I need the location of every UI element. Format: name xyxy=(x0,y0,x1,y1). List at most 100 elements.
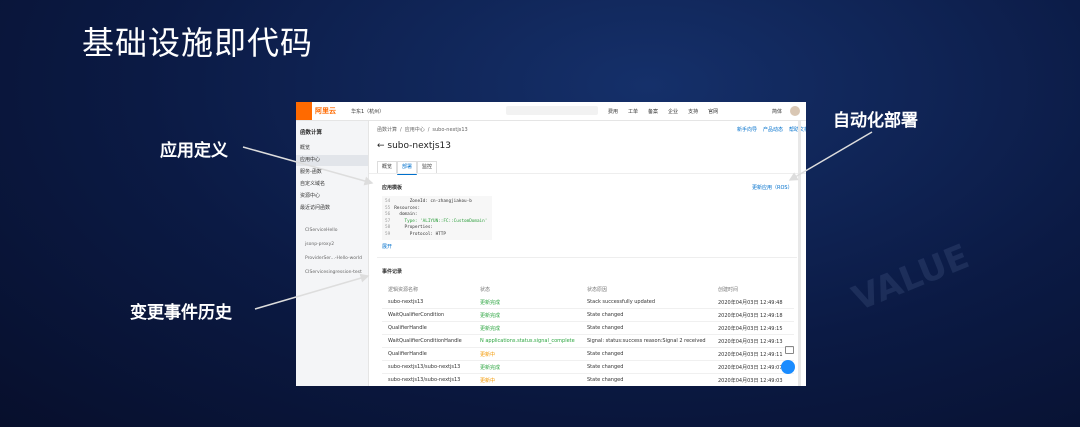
cell-time: 2020年04月03日 12:49:03 xyxy=(718,378,783,384)
main: 函数计算/应用中心/subo-nextjs13 新手向导产品动态帮助文档 ← s… xyxy=(369,121,806,386)
cell-reason: Stack successfully updated xyxy=(587,299,656,305)
help-link[interactable]: 产品动态 xyxy=(763,127,784,133)
slide-title: 基础设施即代码 xyxy=(82,24,314,62)
row-divider xyxy=(382,334,794,335)
avatar[interactable] xyxy=(790,106,800,116)
menu-button[interactable] xyxy=(296,102,312,120)
sidebar-item[interactable]: 自定义域名 xyxy=(300,181,326,187)
cell-resource: subo-nextjs13/subo-nextjs13 xyxy=(388,377,461,383)
cell-resource: WaitQualifierConditionHandle xyxy=(388,338,462,344)
line-number: 56 xyxy=(385,212,391,217)
row-divider xyxy=(382,321,794,322)
code-block: 54 ZoneId: cn-zhangjiakou-b 55 Resources: 5… xyxy=(382,196,492,240)
cell-resource: subo-nextjs13 xyxy=(388,299,424,305)
cell-time: 2020年04月03日 12:49:13 xyxy=(718,339,783,345)
column-header: 创建时间 xyxy=(718,287,739,293)
recent-function[interactable]: ProviderSer...-Hello-world xyxy=(305,256,363,261)
callout: 变更事件历史 xyxy=(130,303,232,323)
cell-reason: State changed xyxy=(587,377,624,383)
column-header: 状态 xyxy=(480,287,491,293)
nav-link[interactable]: 支持 xyxy=(688,109,699,115)
nav-link[interactable]: 工单 xyxy=(628,109,639,115)
expand-link[interactable]: 展开 xyxy=(382,244,393,250)
code-text: Protocol: HTTP xyxy=(394,231,446,237)
code-text: Type: 'ALIYUN::FC::CustomDomain' xyxy=(394,218,488,224)
arrow xyxy=(788,131,873,181)
page-title-text: subo-nextjs13 xyxy=(387,141,452,151)
cell-reason: State changed xyxy=(587,351,624,357)
cell-resource: subo-nextjs13/subo-nextjs13 xyxy=(388,364,461,370)
cell-reason: State changed xyxy=(587,364,624,370)
tab[interactable]: 部署 xyxy=(397,161,417,175)
cell-time: 2020年04月03日 12:49:07 xyxy=(718,365,783,371)
help-link[interactable]: 新手向导 xyxy=(737,127,758,133)
code-text: Resources: xyxy=(394,205,421,211)
nav-links: 费用 工单 备案 企业 支持 官网 xyxy=(608,108,728,115)
sidebar: 函数计算 概览应用中心服务-函数自定义域名资源中心最近访问函数 CIService… xyxy=(296,121,369,386)
help-links: 新手向导产品动态帮助文档 xyxy=(731,126,806,133)
code-line: 58 Properties: xyxy=(382,225,433,230)
crumb[interactable]: subo-nextjs13 xyxy=(432,127,468,133)
separator: / xyxy=(400,127,402,133)
cell-time: 2020年04月03日 12:49:11 xyxy=(718,352,783,358)
lang[interactable]: 简体 xyxy=(772,109,783,115)
recent-function[interactable]: CIServiceHello xyxy=(305,228,338,233)
callout: 应用定义 xyxy=(160,141,228,161)
sidebar-item[interactable]: 服务-函数 xyxy=(300,169,322,175)
code-text: domain: xyxy=(394,212,418,217)
help-link[interactable]: 帮助文档 xyxy=(789,127,806,133)
arrow xyxy=(242,146,374,186)
logo: 阿里云 xyxy=(315,107,336,115)
recent-function[interactable]: CIServicesingression-test xyxy=(305,270,362,275)
top-bar: 阿里云 华东1（杭州） 费用 工单 备案 企业 支持 官网 简体 xyxy=(296,102,806,121)
page-title: ← subo-nextjs13 xyxy=(377,141,452,151)
sidebar-item[interactable]: 概览 xyxy=(300,145,311,151)
code-line: 56 domain: xyxy=(382,212,417,217)
float-button[interactable] xyxy=(781,360,795,374)
chat-icon[interactable] xyxy=(785,346,794,354)
row-divider xyxy=(382,347,794,348)
nav-link[interactable]: 备案 xyxy=(648,109,659,115)
sidebar-heading: 函数计算 xyxy=(300,130,323,136)
row-divider xyxy=(382,373,794,374)
scrollbar[interactable] xyxy=(798,121,801,386)
nav-link[interactable]: 官网 xyxy=(708,109,719,115)
nav-link[interactable]: 企业 xyxy=(668,109,679,115)
crumb[interactable]: 应用中心 xyxy=(404,127,425,133)
recent-function[interactable]: jsonp-proxy2 xyxy=(305,242,335,247)
cell-time: 2020年04月03日 12:49:18 xyxy=(718,313,783,319)
row-divider xyxy=(382,308,794,309)
crumb[interactable]: 函数计算 xyxy=(377,127,398,133)
line-number: 57 xyxy=(385,218,391,224)
cell-status: 更新完成 xyxy=(480,365,501,371)
search-box[interactable] xyxy=(506,106,598,115)
sidebar-item[interactable]: 资源中心 xyxy=(300,193,321,199)
cell-resource: QualifierHandle xyxy=(388,351,427,357)
breadcrumb: 函数计算 / 应用中心 / subo-nextjs13 xyxy=(377,126,468,133)
cell-status: N applications.status.signal_complete xyxy=(480,338,575,344)
line-number: 58 xyxy=(385,225,391,230)
sidebar-item[interactable]: 最近访问函数 xyxy=(300,205,331,211)
separator: / xyxy=(427,127,430,133)
code-line: 55 Resources: xyxy=(382,206,420,211)
nav-link[interactable]: 费用 xyxy=(608,109,619,115)
cell-time: 2020年04月03日 12:49:48 xyxy=(718,300,783,306)
cell-status: 更新完成 xyxy=(480,326,501,332)
code-line: 57 Type: 'ALIYUN::FC::CustomDomain' xyxy=(382,219,487,224)
code-line: 54 ZoneId: cn-zhangjiakou-b xyxy=(382,199,472,204)
code-line: 59 Protocol: HTTP xyxy=(382,232,446,237)
update-link[interactable]: 更新应用（ROS） xyxy=(752,185,793,191)
region[interactable]: 华东1（杭州） xyxy=(351,109,385,115)
cell-resource: QualifierHandle xyxy=(388,325,427,331)
arrow xyxy=(254,273,370,310)
column-header: 逻辑资源名称 xyxy=(388,287,419,293)
section-heading: 事件记录 xyxy=(382,269,403,275)
cell-reason: State changed xyxy=(587,325,624,331)
section-heading: 应用模板 xyxy=(382,185,403,191)
cell-status: 更新完成 xyxy=(480,313,501,319)
cell-status: 更新完成 xyxy=(480,300,501,306)
sidebar-item[interactable]: 应用中心 xyxy=(296,155,368,166)
code-text: Properties: xyxy=(394,225,433,230)
